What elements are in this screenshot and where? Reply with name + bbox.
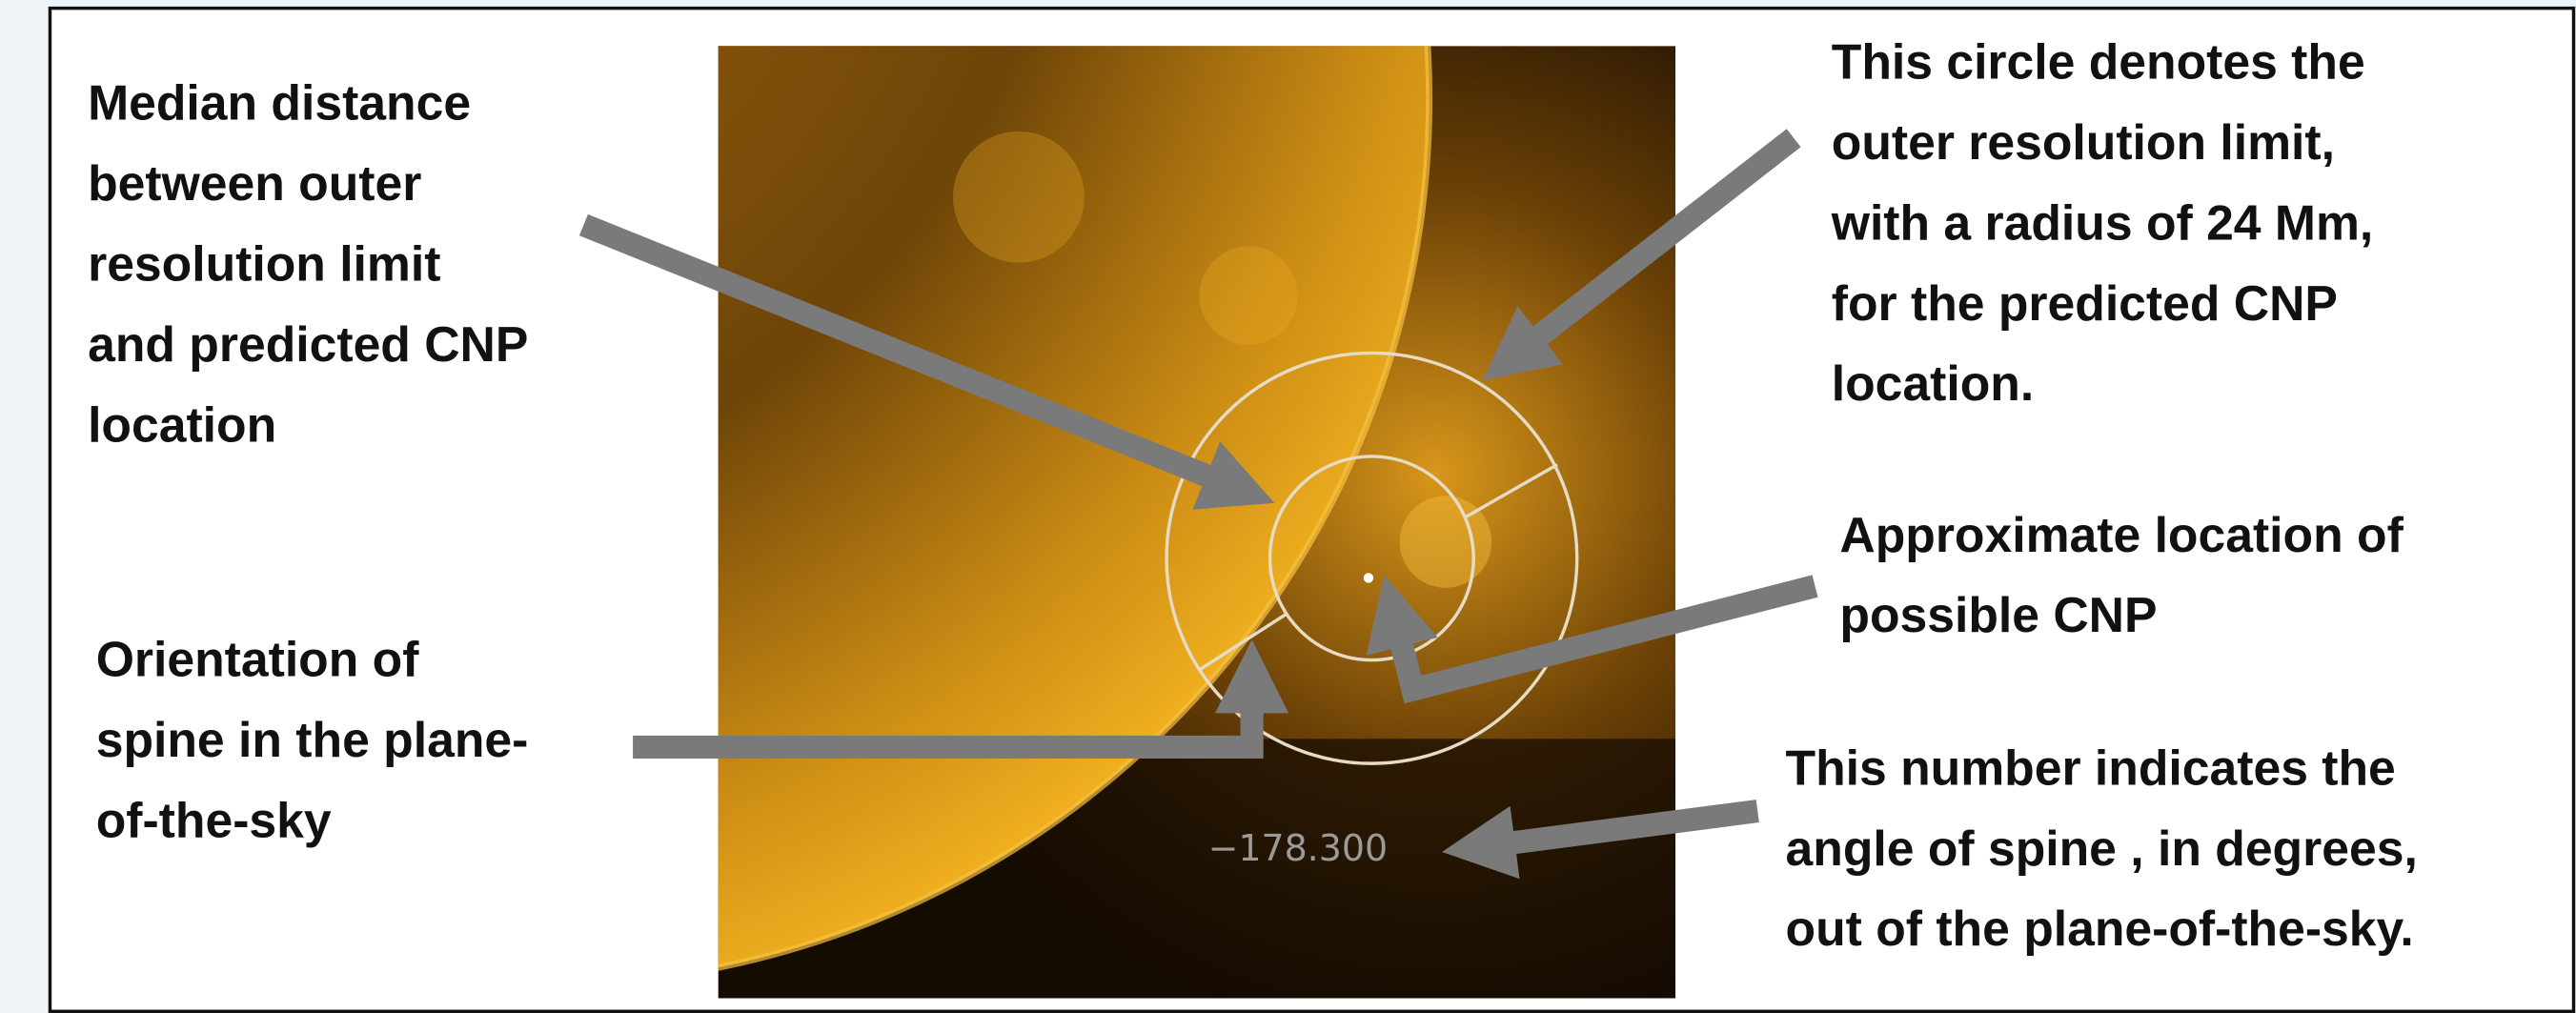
annotation-line: with a radius of 24 Mm, — [1831, 194, 2374, 250]
annotation-line: spine in the plane- — [96, 712, 529, 767]
annotations: Median distance between outer resolution l… — [88, 34, 2418, 957]
annotation-line: location. — [1832, 355, 2034, 411]
annotation-line: between outer — [88, 155, 421, 211]
angle-label: −178.300 — [1208, 827, 1388, 869]
cnp-point — [1363, 573, 1374, 583]
annotation-line: resolution limit — [88, 235, 440, 291]
annotation-line: location — [88, 396, 276, 452]
annotation-line: Approximate location of — [1839, 507, 2404, 562]
annotation-line: angle of spine , in degrees, — [1786, 821, 2418, 876]
annotation-line: outer resolution limit, — [1832, 114, 2335, 170]
annotation-line: possible CNP — [1839, 587, 2157, 642]
annotation-line: for the predicted CNP — [1832, 275, 2338, 331]
annotation-line: This number indicates the — [1786, 739, 2396, 795]
annotation-line: out of the plane-of-the-sky. — [1786, 901, 2414, 956]
arrows — [578, 129, 1818, 880]
annotation-line: Orientation of — [96, 632, 420, 687]
annotation-line: and predicted CNP — [88, 316, 528, 372]
annotation-line: Median distance — [88, 75, 471, 131]
annotation-line: of-the-sky — [96, 793, 332, 848]
annotation-line: This circle denotes the — [1832, 34, 2365, 90]
